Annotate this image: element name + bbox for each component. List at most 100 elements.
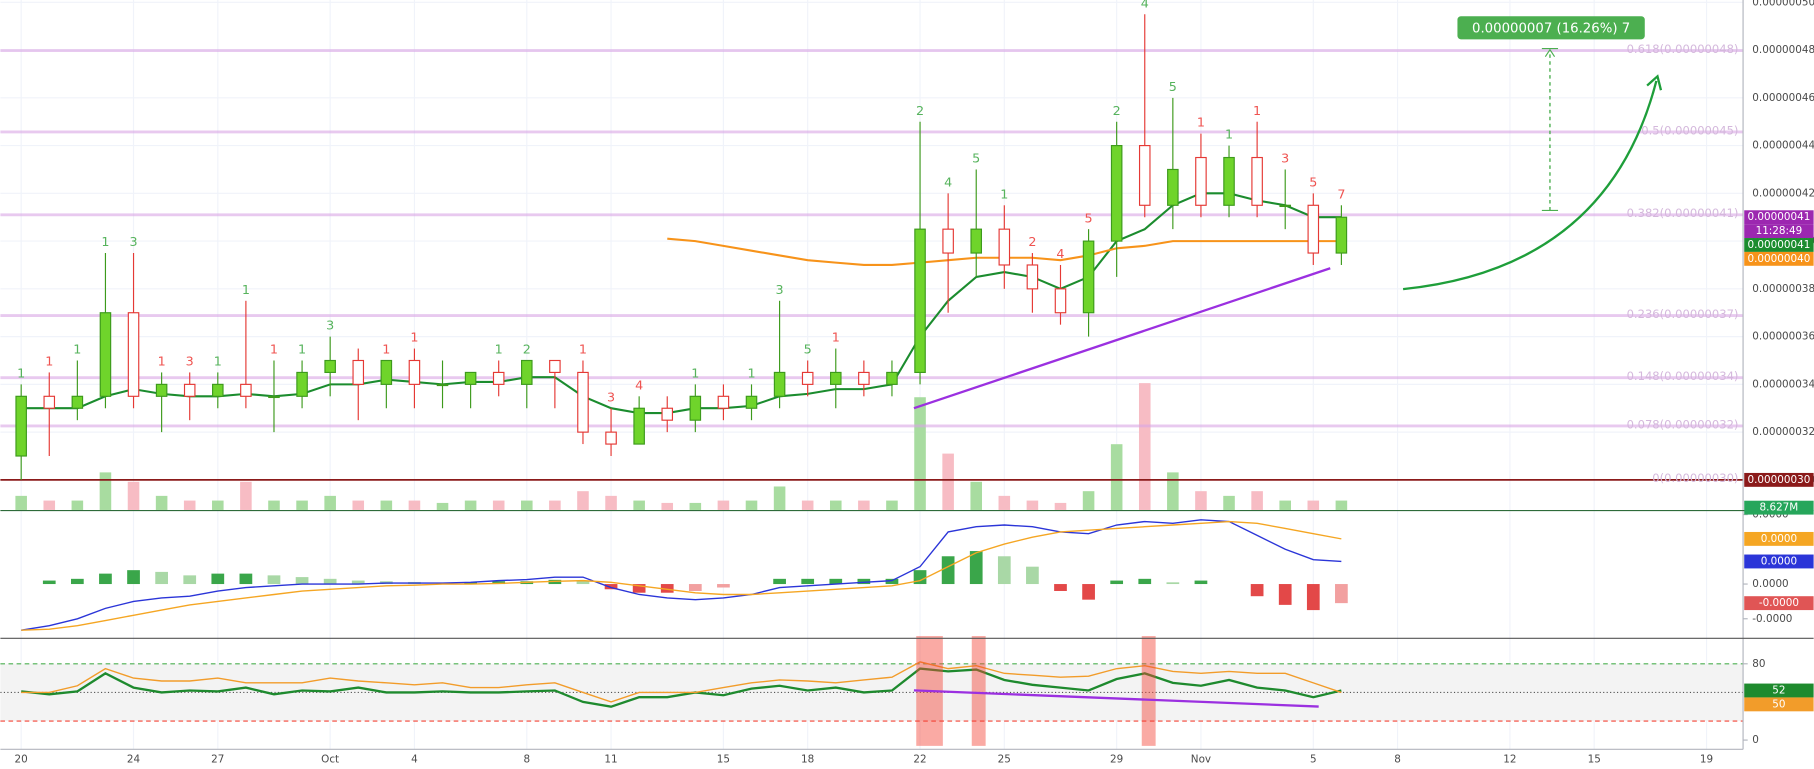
candle-body	[549, 359, 561, 374]
sequence-count: 3	[326, 318, 334, 333]
x-tick-label: 4	[411, 754, 418, 766]
countdown-tag: 11:28:49	[1756, 225, 1803, 237]
sequence-count: 4	[1141, 0, 1149, 10]
sequence-count: 1	[495, 342, 503, 357]
candle-body	[1167, 168, 1179, 206]
ma-tag: 0.00000040	[1748, 253, 1811, 265]
fib-label: 0.5(0.00000045)	[1641, 123, 1738, 137]
candle-body	[268, 395, 280, 399]
y-tick-label: -0.0000	[1752, 613, 1792, 625]
y-tick-label: 0.00000050	[1752, 0, 1814, 8]
macd-histogram-bar	[239, 573, 253, 585]
rsi-tag-bg	[1744, 683, 1814, 698]
x-tick-label: 29	[1110, 754, 1123, 766]
y-tick-label: 0.00000038	[1752, 283, 1814, 295]
sequence-count: 2	[1028, 234, 1036, 249]
candle-body	[492, 371, 505, 385]
y-tick-label: 0.0000	[1752, 578, 1788, 590]
measure-label: 0.00000007 (16.26%) 7	[1472, 21, 1630, 36]
tag-layer: 0.00000041 11:28:49 0.00000041 0.00000040 0.…	[1744, 210, 1814, 712]
x-tick-label: 5	[1310, 754, 1317, 766]
macd-histogram-bar	[42, 580, 56, 585]
candle-body	[1307, 204, 1320, 254]
volume-bar	[689, 502, 702, 510]
sequence-count: 1	[158, 354, 166, 369]
sequence-count: 1	[832, 330, 840, 345]
x-tick-label: 24	[127, 754, 141, 766]
volume-bar	[998, 495, 1011, 510]
candle-body	[998, 228, 1011, 266]
sequence-count: 3	[186, 354, 194, 369]
macd-histogram-bar	[1250, 584, 1264, 597]
volume-bar	[886, 500, 898, 510]
fib-label: 0.148(0.00000034)	[1627, 369, 1739, 383]
fib-label: 0.078(0.00000032)	[1627, 417, 1739, 431]
volume-bar	[1251, 491, 1263, 510]
candle-body	[829, 371, 842, 385]
candle-body	[689, 395, 702, 421]
y-tick-label: 0.00000042	[1752, 187, 1814, 199]
candle-body	[1279, 204, 1291, 208]
sequence-count: 4	[635, 377, 643, 392]
volume-bar	[829, 500, 842, 510]
histogram-tag-bg	[1744, 596, 1814, 611]
sequence-count: 5	[972, 151, 980, 166]
macd-histogram-bar	[1110, 580, 1124, 585]
candle-body	[745, 395, 758, 409]
candle-body	[1251, 156, 1263, 206]
macd-histogram-bar	[801, 578, 815, 585]
volume-bar	[1110, 444, 1123, 510]
volume-bar	[268, 500, 280, 510]
ma-tag-bg	[1744, 238, 1814, 252]
rsi-line	[21, 667, 1342, 708]
candle-body	[521, 359, 533, 385]
candle-body	[296, 371, 308, 397]
candle-body	[661, 407, 674, 421]
x-tick-label: 22	[913, 754, 926, 766]
sequence-count: 1	[270, 342, 278, 357]
macd-histogram-bar	[941, 556, 955, 585]
volume-bar	[577, 491, 589, 510]
x-tick-label: 15	[1588, 754, 1601, 766]
volume-bar	[858, 500, 870, 510]
volume-bar	[801, 500, 814, 510]
rsi-trendline	[913, 689, 1319, 708]
x-tick-label: 8	[523, 754, 530, 766]
fib-tag-bg	[1744, 472, 1814, 487]
macd-histogram-bar	[1335, 584, 1348, 604]
volume-bar	[1167, 472, 1179, 510]
sequence-count: 5	[804, 342, 812, 357]
volume-bar	[492, 500, 505, 510]
volume-bar	[1138, 383, 1151, 510]
rsi-tag: 52	[1772, 685, 1785, 697]
candle-body	[43, 395, 56, 409]
volume-bar	[380, 500, 393, 510]
x-tick-label: 27	[211, 754, 224, 766]
volume-bar	[745, 500, 758, 510]
macd-histogram-bar	[1306, 584, 1320, 611]
candle-body	[127, 312, 140, 397]
volume-bar	[914, 397, 926, 510]
volume-bar	[1307, 500, 1320, 510]
candle-body	[212, 383, 224, 397]
candle-body	[408, 359, 421, 385]
candle-body	[577, 371, 589, 433]
sequence-count: 1	[382, 342, 390, 357]
last-price-tag-bg	[1744, 210, 1814, 225]
candle-body	[1223, 156, 1235, 206]
macd-histogram-bar	[604, 584, 618, 590]
volume-bar	[549, 500, 561, 510]
sequence-count: 1	[579, 342, 587, 357]
signal-band	[1141, 636, 1156, 746]
sequence-count: 1	[214, 354, 222, 369]
macd-histogram-bar	[969, 551, 983, 585]
macd-histogram-bar	[267, 575, 281, 585]
candle-body	[155, 383, 168, 397]
volume-bar	[183, 500, 196, 510]
candle-body	[380, 359, 393, 385]
volume-bar	[408, 500, 421, 510]
y-tick-label: 0.00000036	[1752, 331, 1814, 343]
x-tick-label: 20	[15, 754, 28, 766]
candle-body	[1195, 156, 1207, 206]
